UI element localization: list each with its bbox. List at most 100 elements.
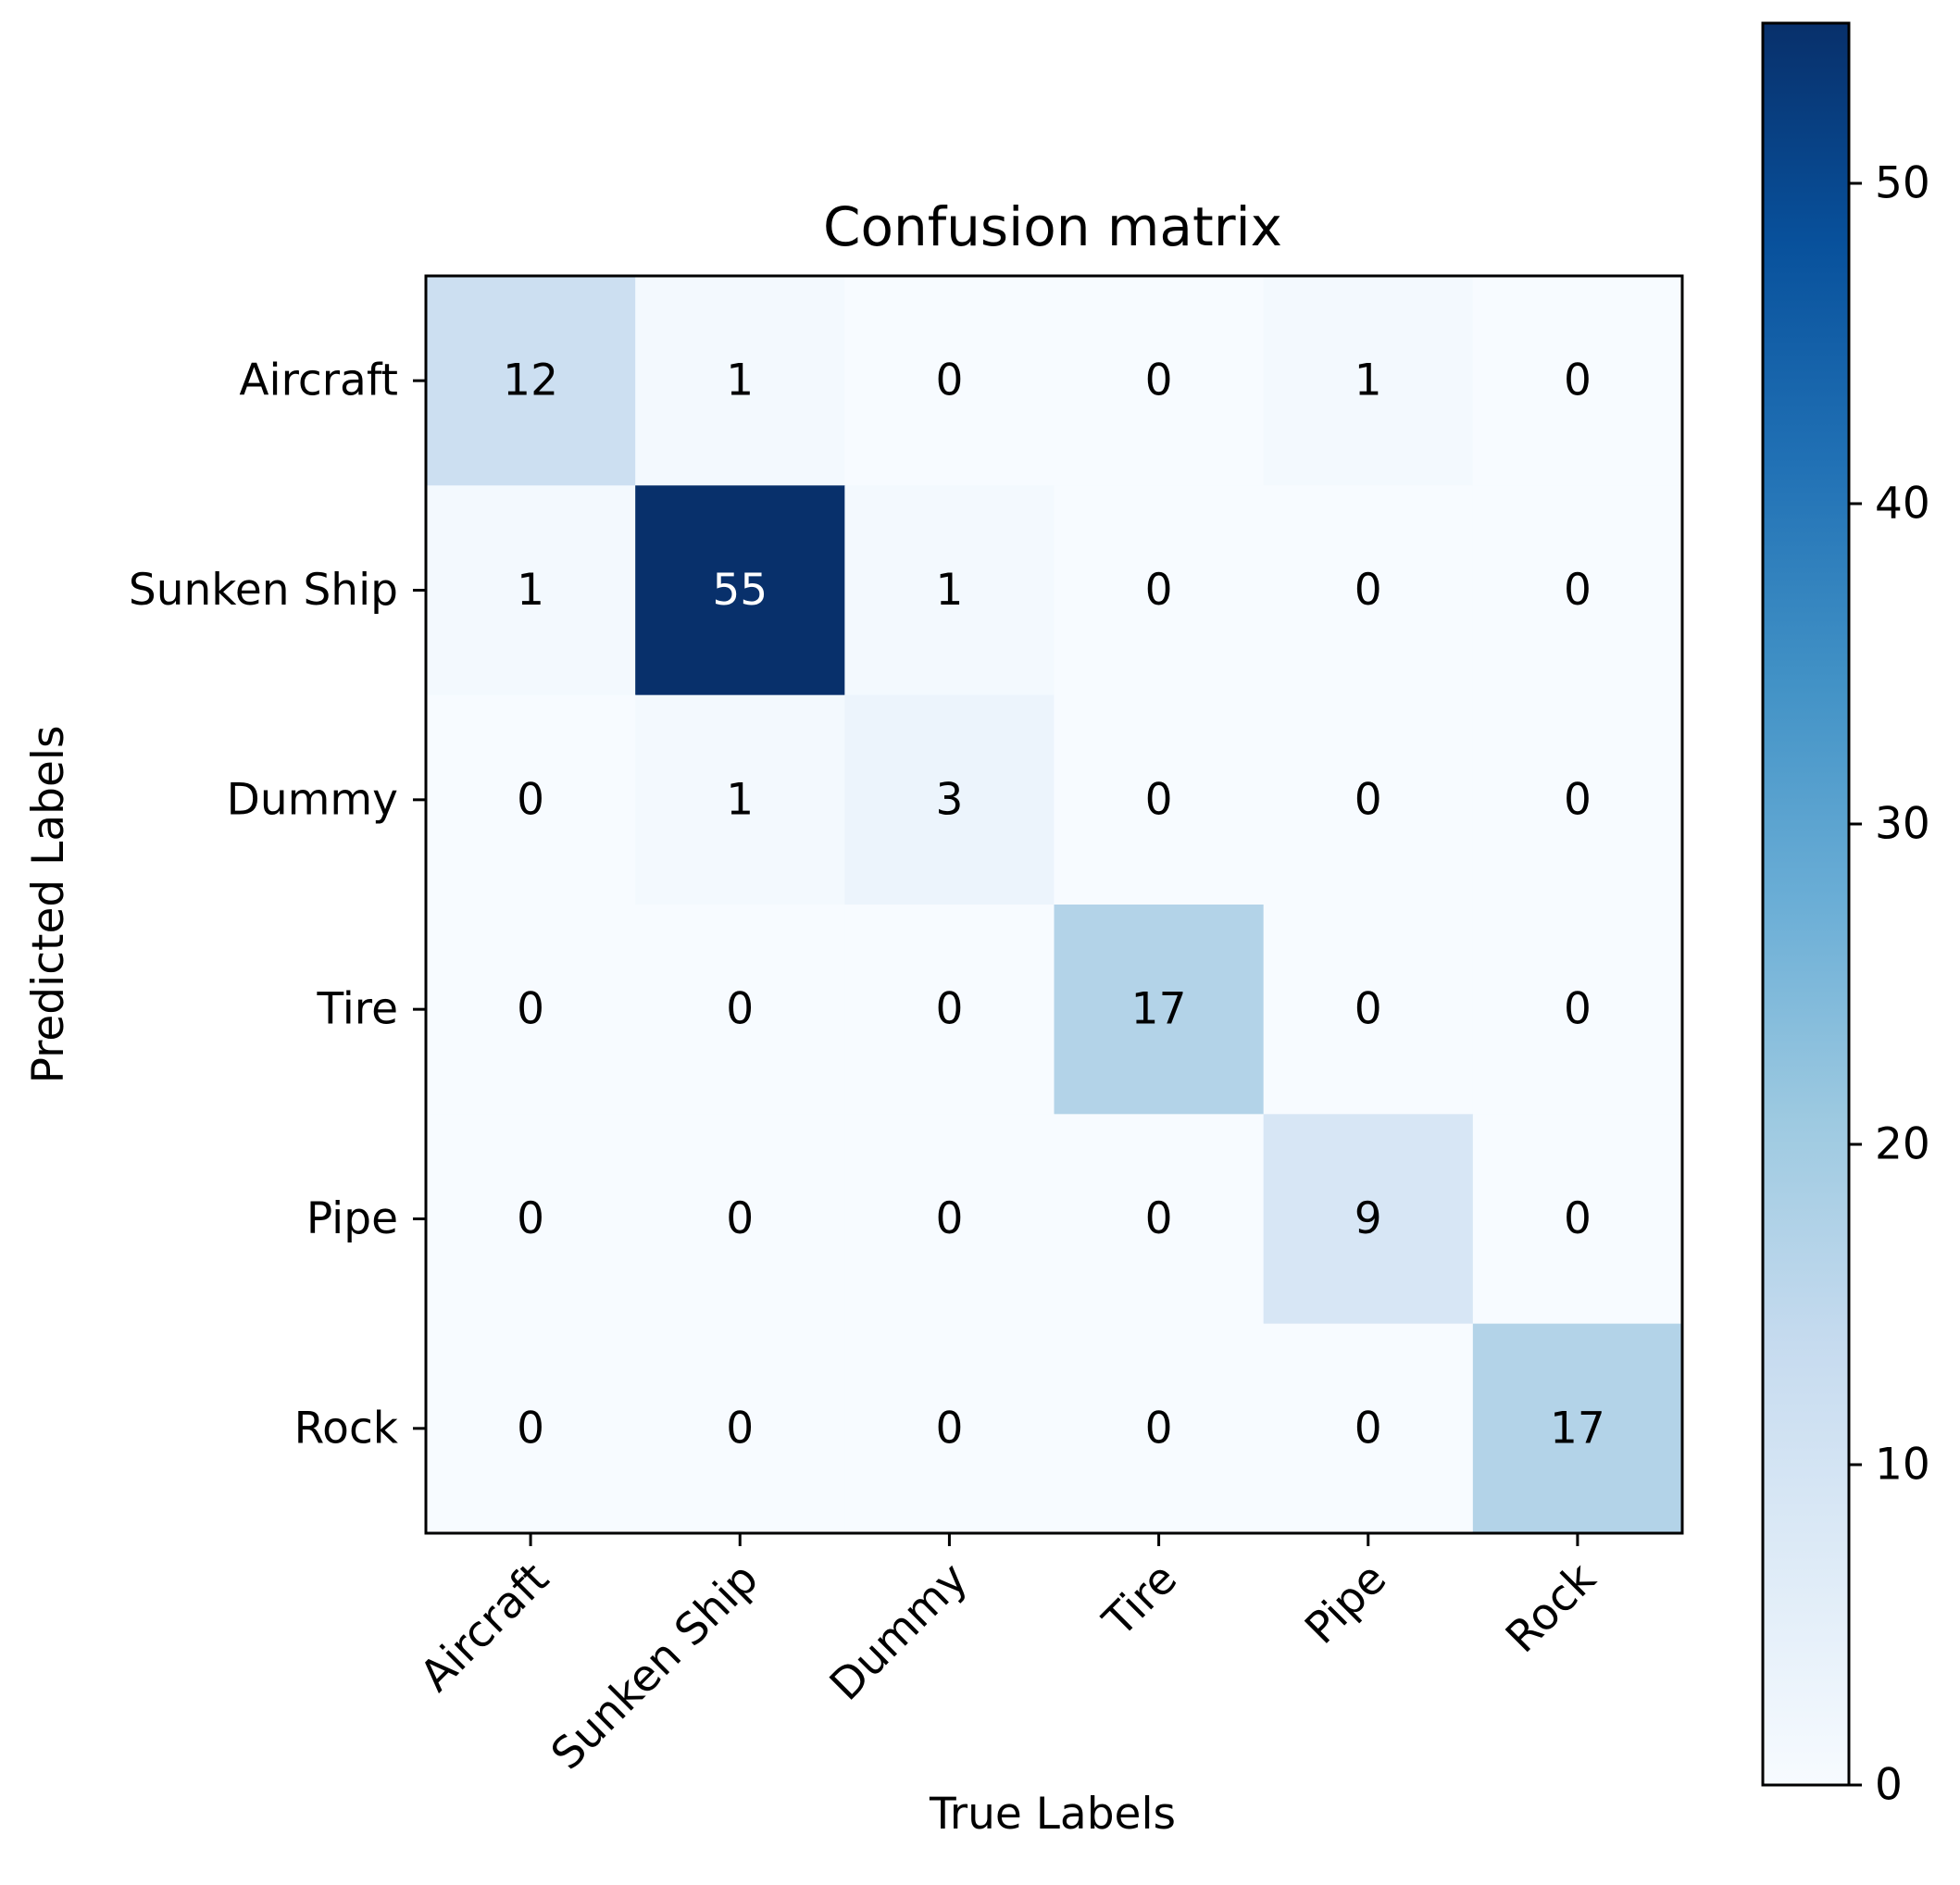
heatmap-cell	[426, 276, 636, 486]
plot-frame	[424, 274, 1684, 1535]
cell-value-label: 0	[1564, 1193, 1592, 1244]
heatmap-cell	[635, 694, 845, 905]
heatmap-cell	[635, 1323, 845, 1534]
heatmap-cell	[1054, 694, 1265, 905]
y-axis: Aircraft Sunken Ship Dummy Tire Pipe Rock	[129, 356, 426, 1454]
cell-value-label: 0	[726, 984, 754, 1035]
x-tick-label: Rock	[1496, 1553, 1606, 1663]
cell-value-label: 0	[935, 356, 963, 406]
heatmap-cell	[635, 905, 845, 1115]
heatmap-cell	[1263, 694, 1474, 905]
colorbar-tick-label: 20	[1875, 1119, 1930, 1170]
heatmap-cell	[426, 485, 636, 696]
cell-value-label: 17	[1550, 1403, 1605, 1454]
cell-value-label: 0	[517, 1193, 544, 1244]
heatmap-cell	[1054, 276, 1265, 486]
heatmap-cell	[635, 485, 845, 696]
cell-value-label: 0	[517, 1403, 544, 1454]
colorbar-tick-label: 30	[1875, 799, 1930, 850]
heatmap-cell	[635, 276, 845, 486]
heatmap-cell	[1472, 276, 1683, 486]
heatmap-cell	[426, 694, 636, 905]
cell-value-label: 0	[1145, 565, 1173, 616]
heatmap-cells	[426, 276, 1683, 1534]
heatmap-cell-labels: 12 1 0 0 1 0 1 55 1 0 0 0 0 1 3 0 0 0 0 0 0 17 0 0 0 0 0 0 9 0 0 0 0 0 0 17	[503, 356, 1605, 1454]
cell-value-label: 0	[726, 1403, 754, 1454]
heatmap-cell	[844, 276, 1055, 486]
cell-value-label: 0	[1355, 774, 1382, 825]
colorbar-tick-label: 0	[1875, 1760, 1903, 1811]
cell-value-label: 55	[712, 565, 768, 616]
y-tick-label: Tire	[316, 984, 398, 1035]
x-tick-label: Pipe	[1295, 1554, 1396, 1654]
cell-value-label: 1	[726, 356, 754, 406]
colorbar-tick-label: 10	[1875, 1440, 1930, 1491]
cell-value-label: 0	[1145, 1193, 1173, 1244]
heatmap-cell	[1472, 694, 1683, 905]
colorbar-ticks: 0 10 20 30 40 50	[1849, 158, 1930, 1811]
heatmap-cell	[1054, 485, 1265, 696]
heatmap-cell	[844, 485, 1055, 696]
cell-value-label: 9	[1355, 1193, 1382, 1244]
cell-value-label: 0	[517, 984, 544, 1035]
heatmap-cell	[1263, 1323, 1474, 1534]
x-tick-label: Aircraft	[410, 1554, 558, 1702]
y-axis-label: Predicted Labels	[23, 726, 74, 1084]
y-tick-label: Aircraft	[239, 356, 398, 406]
heatmap-cell	[1054, 1323, 1265, 1534]
cell-value-label: 0	[1564, 774, 1592, 825]
heatmap-cell	[844, 1114, 1055, 1325]
cell-value-label: 17	[1131, 984, 1187, 1035]
colorbar-tick-label: 50	[1875, 158, 1930, 209]
heatmap-cell	[1263, 276, 1474, 486]
heatmap-cell	[1472, 485, 1683, 696]
heatmap-cell	[1472, 905, 1683, 1115]
cell-value-label: 1	[517, 565, 544, 616]
heatmap-cell	[1263, 905, 1474, 1115]
heatmap-cell	[844, 694, 1055, 905]
cell-value-label: 0	[1564, 356, 1592, 406]
cell-value-label: 3	[935, 774, 963, 825]
heatmap-cell	[844, 905, 1055, 1115]
y-tick-label: Sunken Ship	[129, 565, 398, 616]
heatmap-cell	[1263, 1114, 1474, 1325]
cell-value-label: 0	[1145, 356, 1173, 406]
x-tick-label: Sunken Ship	[542, 1554, 768, 1780]
cell-value-label: 12	[503, 356, 558, 406]
heatmap-cell	[426, 905, 636, 1115]
cell-value-label: 0	[1355, 984, 1382, 1035]
x-axis-label: True Labels	[929, 1789, 1176, 1840]
heatmap-cell	[1054, 905, 1265, 1115]
y-tick-label: Rock	[294, 1403, 399, 1454]
cell-value-label: 1	[726, 774, 754, 825]
heatmap-cell	[1054, 1114, 1265, 1325]
cell-value-label: 0	[1564, 565, 1592, 616]
cell-value-label: 1	[1355, 356, 1382, 406]
cell-value-label: 0	[1564, 984, 1592, 1035]
heatmap-cell	[1472, 1114, 1683, 1325]
cell-value-label: 0	[935, 1403, 963, 1454]
colorbar-fill	[1763, 23, 1849, 1785]
cell-value-label: 0	[1355, 1403, 1382, 1454]
chart-title: Confusion matrix	[823, 195, 1282, 258]
heatmap-cell	[635, 1114, 845, 1325]
y-tick-label: Dummy	[227, 774, 398, 825]
cell-value-label: 0	[726, 1193, 754, 1244]
colorbar-frame	[1761, 21, 1851, 1787]
y-tick-label: Pipe	[306, 1193, 398, 1244]
heatmap-cell	[1472, 1323, 1683, 1534]
colorbar-tick-label: 40	[1875, 479, 1930, 530]
cell-value-label: 0	[1145, 774, 1173, 825]
heatmap-cell	[844, 1323, 1055, 1534]
x-tick-label: Dummy	[820, 1554, 978, 1711]
cell-value-label: 0	[935, 984, 963, 1035]
cell-value-label: 0	[935, 1193, 963, 1244]
cell-value-label: 0	[1145, 1403, 1173, 1454]
heatmap-cell	[426, 1323, 636, 1534]
heatmap-cell	[426, 1114, 636, 1325]
heatmap-cell	[1263, 485, 1474, 696]
cell-value-label: 0	[1355, 565, 1382, 616]
x-tick-label: Tire	[1093, 1554, 1187, 1647]
